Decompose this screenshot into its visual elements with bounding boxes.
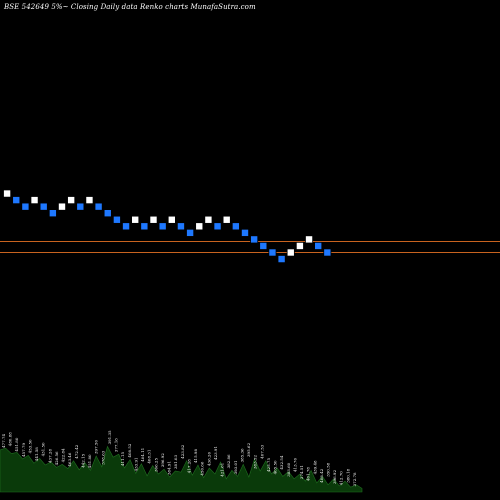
- renko-brick-up: [195, 222, 204, 231]
- volume-value-label: 378.63: [100, 450, 105, 464]
- renko-brick-down: [12, 196, 21, 205]
- volume-value-label: 436.26: [206, 452, 211, 466]
- renko-brick-down: [268, 248, 277, 257]
- volume-value-label: 425.75: [266, 458, 271, 472]
- volume-value-label: 431.50: [41, 442, 46, 456]
- volume-value-label: 397.50: [94, 440, 99, 454]
- volume-value-label: 451.80: [14, 437, 19, 451]
- renko-brick-up: [204, 215, 213, 224]
- renko-brick-down: [314, 241, 323, 250]
- volume-value-label: 372.78: [352, 472, 357, 486]
- volume-value-label: 380.18: [345, 468, 350, 482]
- volume-value-label: 433.91: [133, 457, 138, 471]
- renko-brick-down: [323, 248, 332, 257]
- renko-brick-up: [131, 215, 140, 224]
- volume-value-label: 381.03: [173, 455, 178, 469]
- volume-value-label: 451.80: [87, 454, 92, 468]
- renko-brick-up: [222, 215, 231, 224]
- renko-brick-up: [286, 248, 295, 257]
- renko-brick-down: [240, 228, 249, 237]
- volume-value-label: 385.36: [239, 448, 244, 462]
- renko-brick-down: [259, 241, 268, 250]
- volume-value-label: 408.31: [147, 450, 152, 464]
- volume-value-label: 382.86: [226, 454, 231, 468]
- volume-value-label: 411.15: [120, 452, 125, 466]
- chart-title: BSE 542649 5%~ Closing Daily data Renko …: [4, 3, 256, 11]
- renko-brick-up: [67, 196, 76, 205]
- renko-brick-down: [250, 235, 259, 244]
- renko-brick-down: [21, 202, 30, 211]
- volume-value-label: 477.74: [1, 434, 6, 448]
- volume-value-label: 413.76: [292, 458, 297, 472]
- renko-brick-up: [149, 215, 158, 224]
- renko-brick-down: [186, 228, 195, 237]
- volume-value-label: 374.51: [299, 465, 304, 479]
- volume-value-label: 437.28: [47, 449, 52, 463]
- renko-brick-up: [58, 202, 67, 211]
- renko-brick-up: [305, 235, 314, 244]
- renko-brick-up: [85, 196, 94, 205]
- renko-brick-down: [176, 222, 185, 231]
- volume-value-label: 442.15: [80, 453, 85, 467]
- volume-value-label: 396.92: [160, 453, 165, 467]
- renko-brick-down: [94, 202, 103, 211]
- volume-value-label: 350.58: [326, 462, 331, 476]
- volume-value-label: 408.42: [319, 468, 324, 482]
- volume-value-label: 463.46: [67, 452, 72, 466]
- volume-value-label: 404.11: [140, 448, 145, 462]
- volume-value-label: 395.62: [246, 443, 251, 457]
- renko-brick-down: [112, 215, 121, 224]
- volume-area-path: [0, 445, 363, 493]
- renko-brick-down: [140, 222, 149, 231]
- volume-value-label: 405.50: [273, 460, 278, 474]
- volume-value-label: 472.42: [74, 444, 79, 458]
- volume-value-label: 423.91: [213, 446, 218, 460]
- renko-brick-down: [277, 255, 286, 264]
- volume-value-label: 401.78: [306, 467, 311, 481]
- volume-value-label: 480.88: [8, 432, 13, 446]
- volume-value-label: 422.84: [61, 448, 66, 462]
- volume-value-label: 421.61: [220, 463, 225, 477]
- renko-brick-down: [48, 209, 57, 218]
- volume-value-label: 412.70: [339, 471, 344, 485]
- renko-brick-down: [122, 222, 131, 231]
- renko-brick-down: [103, 209, 112, 218]
- volume-value-label: 366.25: [153, 458, 158, 472]
- volume-value-label: 384.91: [167, 461, 172, 475]
- volume-value-label: 383.52: [253, 455, 258, 469]
- renko-brick-down: [231, 222, 240, 231]
- renko-brick-up: [167, 215, 176, 224]
- volume-value-label: 393.01: [233, 460, 238, 474]
- volume-value-label: 441.58: [34, 447, 39, 461]
- volume-value-label: 391.35: [107, 430, 112, 444]
- volume-value-label: 453.50: [27, 439, 32, 453]
- volume-value-label: 426.56: [54, 451, 59, 465]
- volume-value-label: 432.54: [279, 455, 284, 469]
- renko-brick-down: [39, 202, 48, 211]
- volume-value-label: 396.92: [332, 470, 337, 484]
- renko-brick-down: [213, 222, 222, 231]
- volume-value-label: 457.79: [21, 443, 26, 457]
- volume-value-label: 407.53: [259, 444, 264, 458]
- volume-value-label: 377.16: [114, 438, 119, 452]
- volume-value-label: 408.52: [127, 443, 132, 457]
- renko-bricks: [3, 189, 332, 264]
- volume-value-label: 439.48: [312, 460, 317, 474]
- volume-value-label: 417.28: [186, 459, 191, 473]
- renko-brick-down: [76, 202, 85, 211]
- volume-value-label: 415.98: [193, 449, 198, 463]
- renko-brick-up: [295, 241, 304, 250]
- renko-brick-up: [30, 196, 39, 205]
- renko-brick-down: [158, 222, 167, 231]
- volume-value-label: 383.60: [286, 462, 291, 476]
- renko-brick-up: [3, 189, 12, 198]
- volume-value-label: 450.66: [200, 461, 205, 475]
- volume-value-label: 423.82: [180, 444, 185, 458]
